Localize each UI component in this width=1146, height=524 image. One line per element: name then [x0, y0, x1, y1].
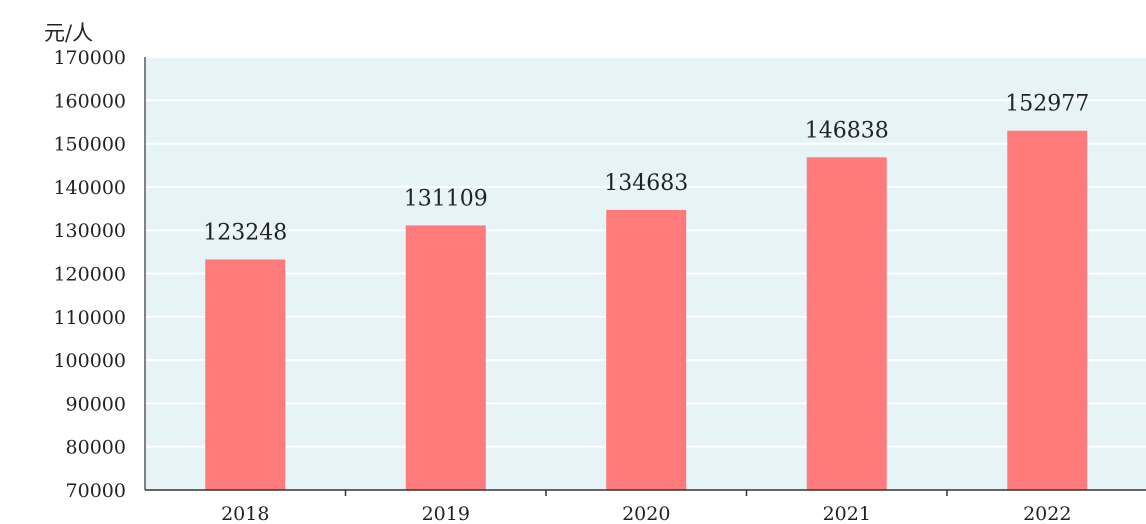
x-tick-label-2019: 2019: [422, 503, 470, 524]
bar-2020: [606, 209, 687, 490]
data-label-2019: 131109: [404, 186, 488, 211]
bar-2021: [806, 157, 887, 491]
bar-2018: [205, 259, 286, 490]
data-labels: 123248 131109 134683 146838 152977: [203, 92, 1089, 246]
bars: [205, 130, 1088, 491]
x-tick-label-2018: 2018: [221, 503, 269, 524]
x-tick-labels: 2018 2019 2020 2021 2022: [221, 490, 1071, 524]
data-label-2021: 146838: [805, 118, 889, 143]
y-tick-label: 140000: [53, 177, 126, 199]
y-tick-label: 150000: [53, 134, 126, 156]
data-label-2022: 152977: [1005, 92, 1089, 117]
y-tick-label: 160000: [53, 90, 126, 112]
y-tick-label: 90000: [66, 393, 126, 415]
x-tick-label-2020: 2020: [622, 503, 670, 524]
y-tick-label: 120000: [53, 264, 126, 286]
data-label-2018: 123248: [203, 220, 287, 245]
data-label-2020: 134683: [604, 171, 688, 196]
y-tick-label: 110000: [53, 307, 126, 329]
y-axis-unit: 元/人: [44, 21, 93, 45]
bar-2022: [1007, 130, 1088, 490]
y-tick-label: 170000: [53, 47, 126, 69]
x-tick-label-2021: 2021: [823, 503, 871, 524]
x-tick-label-2022: 2022: [1023, 503, 1071, 524]
y-tick-labels: 70000 80000 90000 100000 110000 120000 130000 1…: [53, 47, 126, 502]
y-tick-label: 130000: [53, 220, 126, 242]
bar-2019: [405, 225, 486, 491]
y-tick-label: 70000: [66, 480, 126, 502]
y-tick-label: 80000: [66, 437, 126, 459]
y-tick-label: 100000: [53, 350, 126, 372]
